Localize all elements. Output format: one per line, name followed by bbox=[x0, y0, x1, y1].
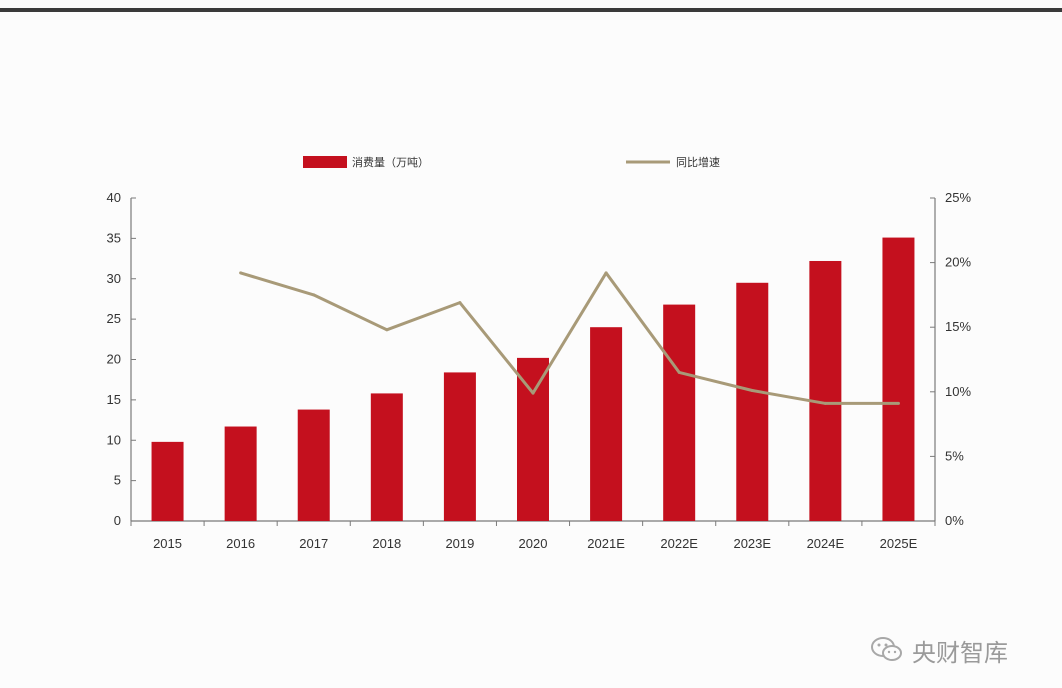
y-right-tick-label: 15% bbox=[945, 319, 971, 334]
x-tick-label: 2024E bbox=[807, 536, 845, 551]
y-left-tick-label: 40 bbox=[107, 190, 121, 205]
wechat-icon bbox=[871, 637, 902, 661]
y-right-tick-label: 25% bbox=[945, 190, 971, 205]
x-tick-label: 2015 bbox=[153, 536, 182, 551]
x-tick-label: 2021E bbox=[587, 536, 625, 551]
y-left-tick-label: 10 bbox=[107, 432, 121, 447]
bar-2024E bbox=[809, 260, 842, 521]
y-left-tick-label: 5 bbox=[114, 473, 121, 488]
y-right-tick-label: 20% bbox=[945, 255, 971, 270]
line-point-2022E bbox=[677, 370, 681, 374]
line-point-2019 bbox=[458, 301, 462, 305]
watermark-text: 央财智库 bbox=[912, 638, 1008, 667]
line-point-2016 bbox=[239, 271, 243, 275]
bar-2021E bbox=[590, 327, 623, 521]
y-left-tick-label: 0 bbox=[114, 513, 121, 528]
y-left-tick-label: 15 bbox=[107, 392, 121, 407]
line-point-2023E bbox=[750, 389, 754, 393]
x-tick-label: 2025E bbox=[880, 536, 918, 551]
axes: 0 5 10 15 20 25 30 35 40 0% 5% 10% 15% 20% 25% 2015 2016… bbox=[107, 190, 972, 551]
y-left-tick-label: 30 bbox=[107, 271, 121, 286]
growth-line bbox=[239, 271, 900, 405]
bar-2023E bbox=[736, 282, 769, 521]
bar-2015 bbox=[151, 441, 184, 521]
watermark: 央财智库 bbox=[870, 630, 1050, 670]
x-tick-label: 2020 bbox=[519, 536, 548, 551]
bar-2017 bbox=[297, 409, 330, 521]
bar-2022E bbox=[663, 304, 696, 521]
line-point-2017 bbox=[312, 293, 316, 297]
line-point-2021E bbox=[604, 271, 608, 275]
legend: 消费量（万吨） 同比增速 bbox=[303, 155, 720, 169]
y-right-tick-label: 5% bbox=[945, 448, 964, 463]
bar-2025E bbox=[882, 237, 915, 521]
legend-label-bar: 消费量（万吨） bbox=[352, 155, 429, 169]
bars bbox=[151, 237, 915, 521]
top-rule bbox=[0, 8, 1062, 12]
legend-label-line: 同比增速 bbox=[676, 155, 720, 169]
legend-swatch-bar bbox=[303, 156, 347, 168]
line-point-2018 bbox=[385, 328, 389, 332]
bar-2019 bbox=[443, 372, 476, 521]
x-tick-label: 2017 bbox=[299, 536, 328, 551]
x-tick-label: 2018 bbox=[372, 536, 401, 551]
x-tick-label: 2022E bbox=[660, 536, 698, 551]
x-tick-label: 2016 bbox=[226, 536, 255, 551]
bar-2016 bbox=[224, 426, 257, 521]
x-tick-label: 2019 bbox=[445, 536, 474, 551]
line-point-2025E bbox=[896, 401, 900, 405]
y-left-tick-label: 25 bbox=[107, 311, 121, 326]
line-point-2024E bbox=[823, 401, 827, 405]
x-tick-label: 2023E bbox=[733, 536, 771, 551]
growth-line-path bbox=[240, 271, 899, 405]
line-point-2020 bbox=[531, 391, 535, 395]
y-left-tick-label: 20 bbox=[107, 352, 121, 367]
y-left-tick-label: 35 bbox=[107, 230, 121, 245]
bar-2020 bbox=[517, 357, 549, 521]
bar-2018 bbox=[370, 393, 403, 521]
y-right-tick-label: 0% bbox=[945, 513, 964, 528]
y-right-tick-label: 10% bbox=[945, 384, 971, 399]
